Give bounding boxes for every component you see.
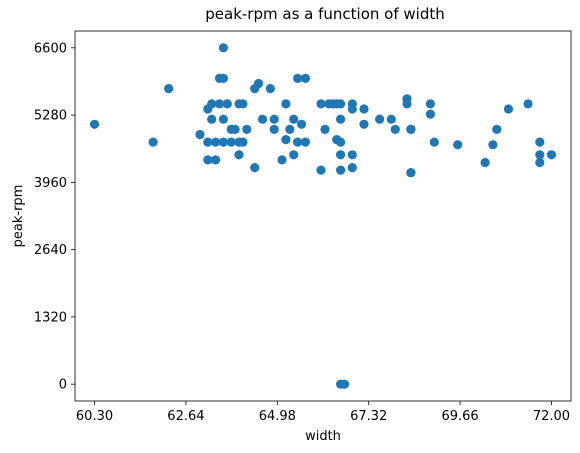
x-tick-label: 62.64 — [167, 409, 204, 424]
data-point — [230, 124, 240, 134]
x-tick-label: 60.30 — [76, 409, 113, 424]
data-point — [347, 104, 357, 114]
data-point — [488, 140, 498, 150]
data-point — [218, 114, 228, 124]
data-point — [402, 99, 412, 109]
data-point — [336, 137, 346, 147]
x-axis-label: width — [305, 429, 341, 444]
x-tick-label: 64.98 — [259, 409, 296, 424]
data-point — [300, 73, 310, 83]
data-point — [503, 104, 514, 114]
data-point — [218, 43, 228, 53]
data-point — [347, 163, 357, 173]
plot-frame — [74, 30, 572, 402]
data-point — [293, 137, 303, 147]
data-point — [406, 168, 416, 178]
x-axis-ticks: 60.30 62.64 64.98 67.32 69.66 72.00 — [76, 401, 570, 424]
data-point — [203, 137, 213, 147]
data-point — [425, 109, 435, 119]
data-point — [429, 137, 439, 147]
data-point — [336, 165, 346, 175]
data-point — [300, 137, 310, 147]
data-point — [293, 73, 303, 83]
data-point — [207, 99, 217, 109]
data-point — [336, 114, 346, 124]
data-point — [339, 379, 350, 389]
data-point — [359, 119, 369, 129]
y-axis-ticks: 0 1320 2640 3960 5280 6600 — [34, 41, 75, 393]
y-tick-label: 1320 — [34, 310, 67, 325]
data-point — [254, 78, 264, 89]
x-tick-label: 72.00 — [533, 409, 570, 424]
data-point — [523, 99, 533, 109]
data-point — [336, 150, 346, 160]
data-point — [347, 150, 357, 160]
data-point — [535, 157, 545, 168]
data-point — [211, 137, 221, 147]
data-point — [257, 114, 268, 124]
y-tick-label: 5280 — [34, 109, 67, 124]
data-point — [289, 114, 299, 124]
data-point — [265, 84, 275, 94]
y-tick-label: 2640 — [34, 243, 67, 258]
data-point — [89, 119, 100, 129]
data-point — [218, 137, 228, 147]
data-point — [406, 124, 416, 134]
data-point — [211, 155, 221, 165]
x-tick-label: 67.32 — [350, 409, 387, 424]
y-tick-label: 3960 — [34, 176, 67, 191]
y-tick-label: 0 — [59, 378, 67, 393]
data-point — [234, 150, 244, 160]
data-points — [89, 43, 557, 389]
data-point — [285, 124, 295, 134]
data-point — [218, 73, 228, 83]
data-point — [492, 124, 502, 134]
data-point — [148, 137, 158, 147]
data-point — [480, 157, 490, 168]
data-point — [359, 104, 369, 114]
data-point — [535, 150, 545, 160]
data-point — [250, 163, 260, 173]
data-point — [425, 99, 435, 109]
data-point — [281, 99, 291, 109]
data-point — [316, 165, 326, 175]
data-point — [226, 137, 236, 147]
data-point — [277, 155, 287, 165]
data-point — [316, 99, 326, 109]
data-point — [535, 137, 545, 147]
y-axis-label: peak-rpm — [11, 185, 26, 248]
data-point — [242, 124, 252, 134]
data-point — [375, 114, 385, 124]
data-point — [386, 114, 396, 124]
data-point — [164, 84, 174, 94]
data-point — [289, 150, 299, 160]
data-point — [336, 99, 346, 109]
data-point — [207, 114, 217, 124]
data-point — [296, 119, 307, 129]
data-point — [238, 99, 248, 109]
x-tick-label: 69.66 — [441, 409, 478, 424]
chart-title: peak-rpm as a function of width — [205, 5, 444, 23]
data-point — [269, 124, 279, 134]
data-point — [222, 99, 232, 109]
data-point — [281, 135, 291, 145]
data-point — [453, 140, 463, 150]
data-point — [546, 150, 557, 160]
data-point — [203, 155, 213, 165]
data-point — [214, 99, 225, 109]
data-point — [269, 114, 279, 124]
data-point — [195, 129, 205, 140]
data-point — [390, 124, 400, 134]
y-tick-label: 6600 — [34, 41, 67, 56]
data-point — [238, 137, 248, 147]
data-point — [320, 124, 330, 134]
